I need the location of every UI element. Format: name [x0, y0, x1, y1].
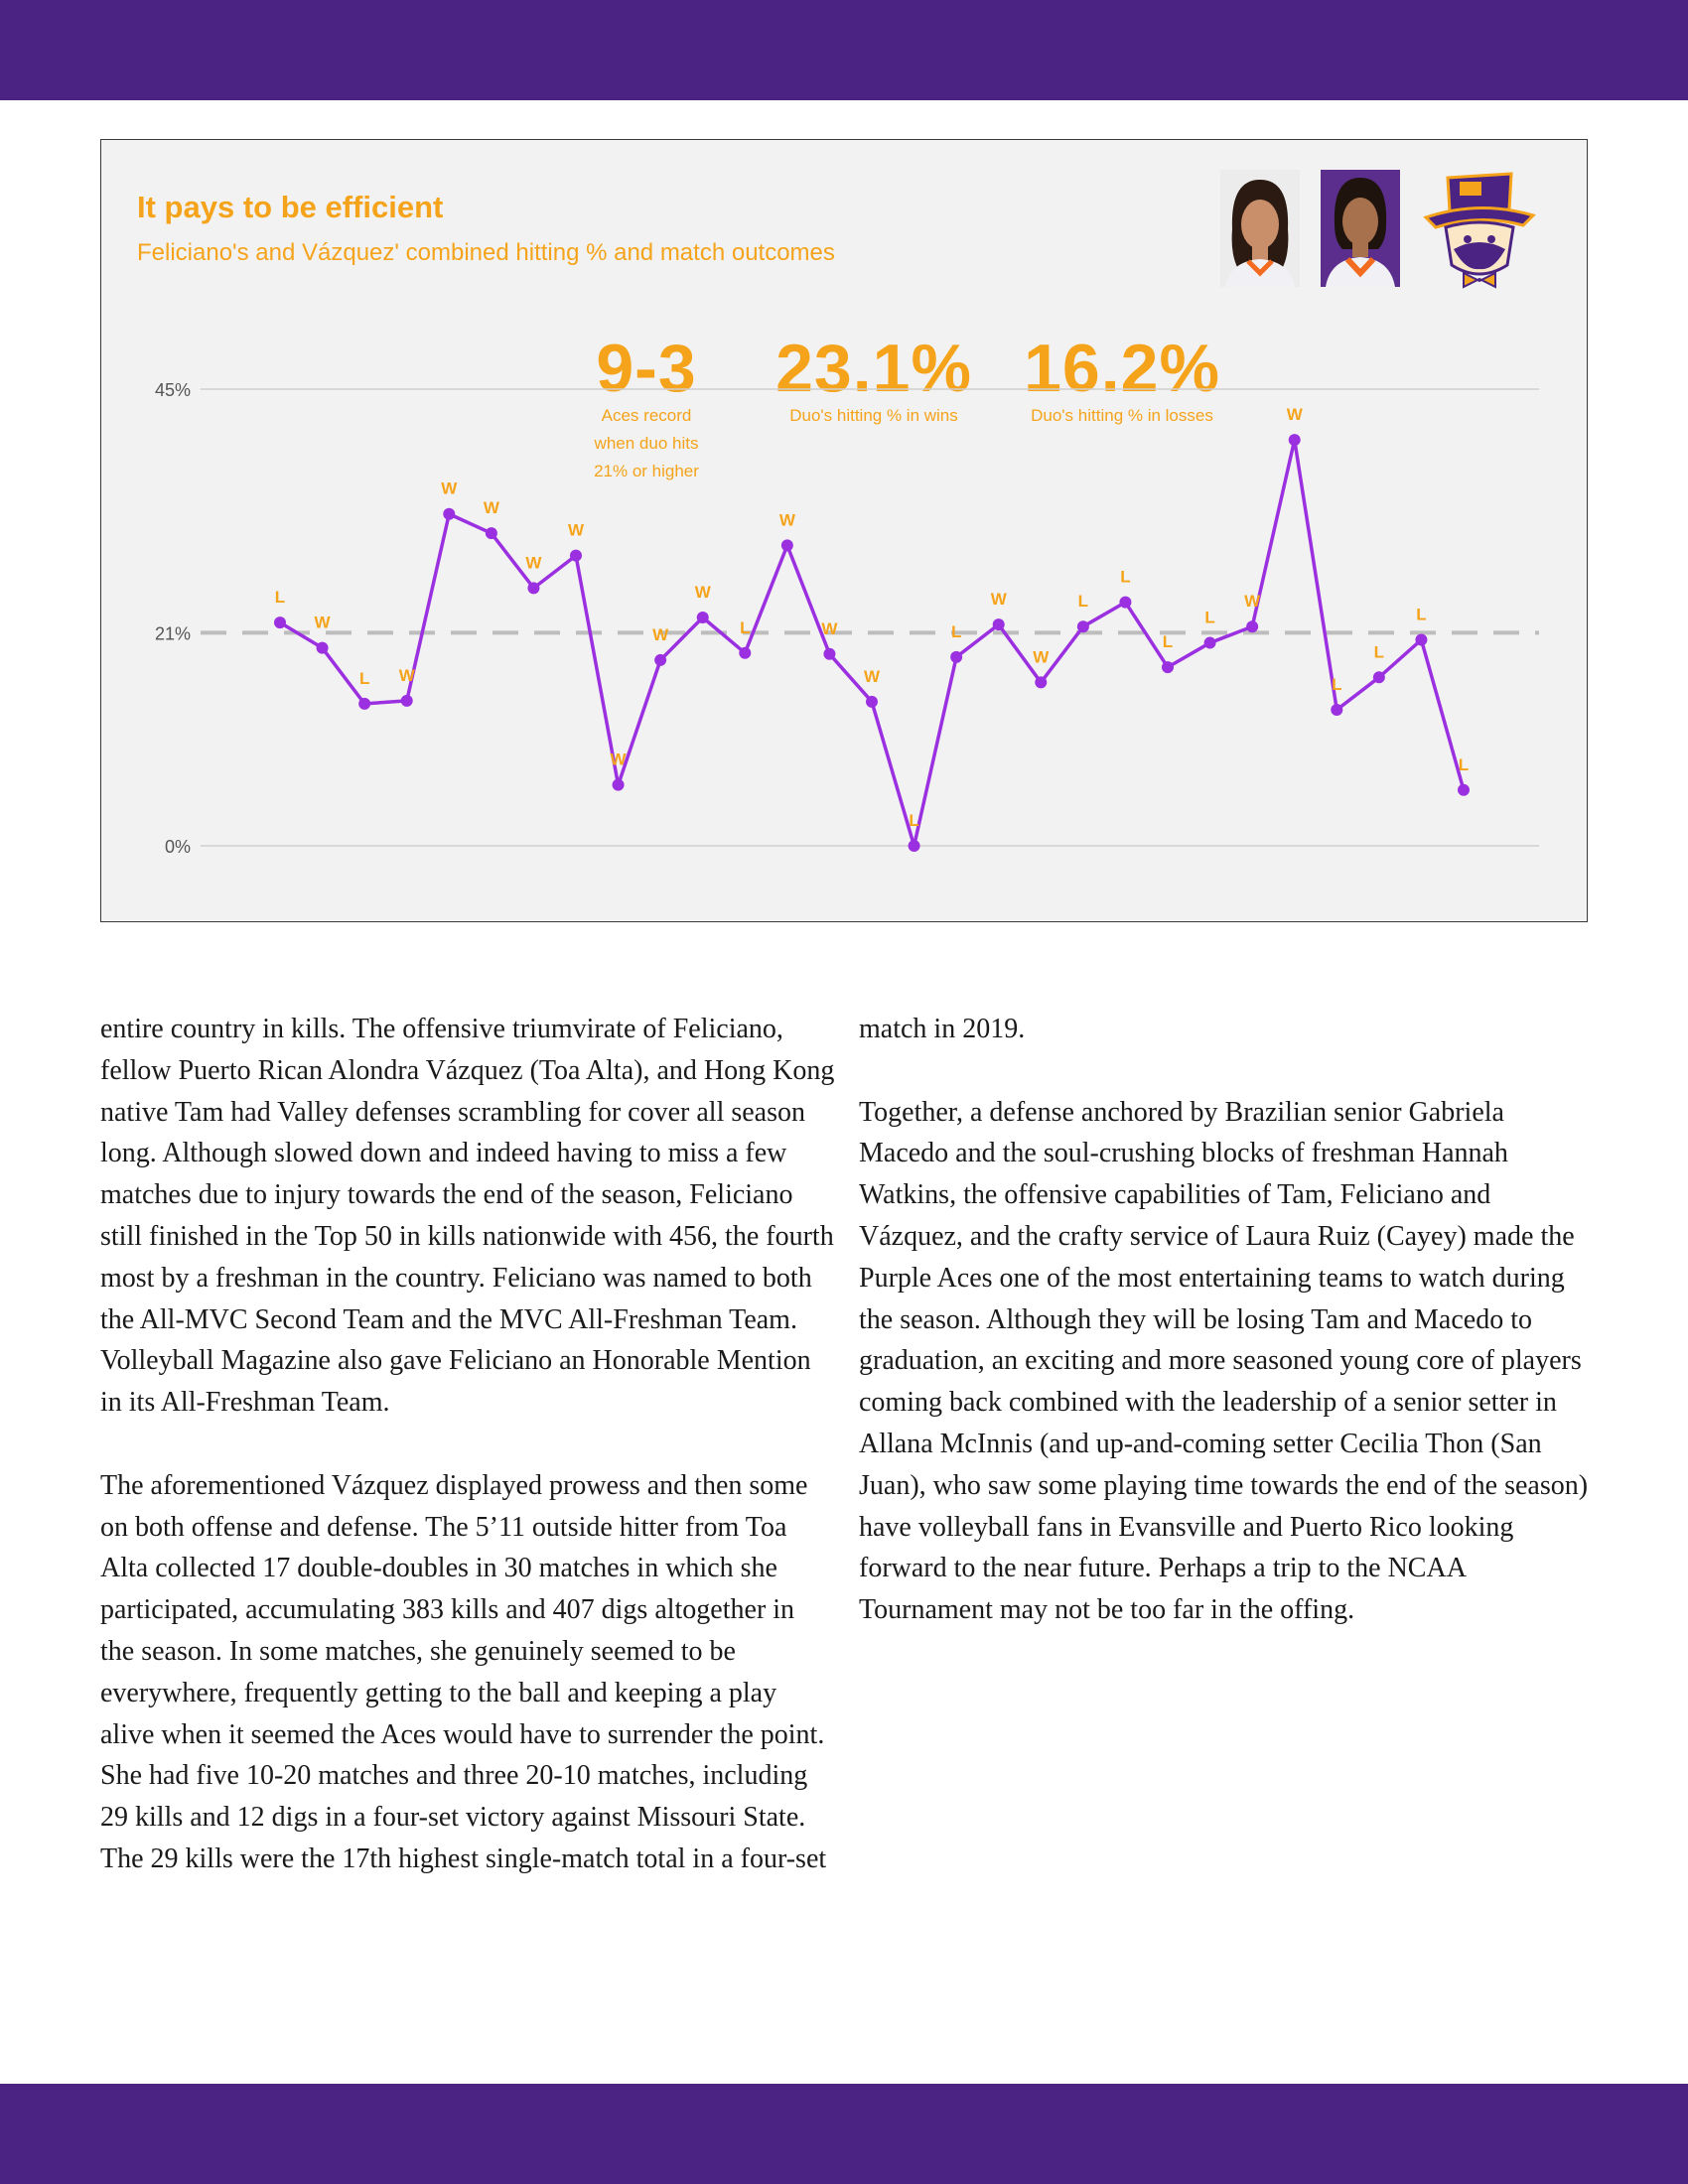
data-point — [823, 647, 836, 660]
purple-aces-logo — [1420, 166, 1539, 291]
data-point — [1035, 676, 1048, 689]
y-tick-label: 45% — [155, 380, 191, 400]
data-point — [400, 694, 413, 707]
data-point — [950, 650, 963, 663]
header-band — [0, 0, 1688, 100]
data-point — [358, 697, 371, 710]
data-point — [612, 778, 625, 791]
outcome-label: L — [951, 622, 961, 641]
article-paragraph: The aforementioned Vázquez displayed pro… — [100, 1469, 827, 1874]
article-column-left: entire country in kills. The offensive t… — [100, 1009, 835, 1922]
data-point — [696, 612, 709, 623]
stat-wins-caption: Duo's hitting % in wins — [789, 406, 958, 425]
chart-subtitle: Feliciano's and Vázquez' combined hittin… — [137, 239, 835, 266]
data-point — [1331, 704, 1343, 717]
outcome-label: L — [1163, 632, 1173, 651]
outcome-label: W — [1033, 647, 1050, 666]
stat-losses-caption: Duo's hitting % in losses — [1031, 406, 1213, 425]
outcome-label: W — [779, 510, 796, 529]
footer-band — [0, 2084, 1688, 2184]
data-point — [1076, 620, 1089, 633]
stat-losses-value: 16.2% — [1024, 331, 1220, 406]
outcome-label: W — [652, 625, 669, 644]
outcome-label: W — [1287, 405, 1304, 424]
stat-losses: 16.2% Duo's hitting % in losses — [1003, 335, 1241, 430]
data-point — [780, 539, 793, 552]
data-point — [570, 549, 582, 562]
outcome-label: L — [909, 811, 918, 830]
chart-title: It pays to be efficient — [137, 190, 444, 224]
article-paragraph: Together, a defense anchored by Brazilia… — [859, 1096, 1589, 1626]
data-point — [1458, 783, 1470, 796]
outcome-label: W — [568, 521, 585, 540]
y-tick-label: 21% — [155, 623, 191, 643]
outcome-label: W — [864, 667, 881, 686]
stat-record: 9-3 Aces record when duo hits 21% or hig… — [562, 335, 731, 485]
data-point — [1119, 596, 1132, 609]
article-paragraph: entire country in kills. The offensive t… — [100, 1014, 835, 1419]
outcome-label: W — [1244, 592, 1261, 611]
outcome-label: L — [1120, 568, 1130, 587]
stat-wins: 23.1% Duo's hitting % in wins — [765, 335, 983, 430]
data-point — [1288, 434, 1301, 447]
outcome-label: W — [399, 666, 416, 685]
data-point — [485, 527, 497, 540]
stat-record-caption-2: when duo hits — [594, 434, 699, 453]
article-paragraph: match in 2019. — [859, 1014, 1026, 1044]
data-point — [866, 695, 878, 708]
series-line — [279, 438, 1466, 848]
outcome-label: W — [315, 614, 332, 632]
data-point — [316, 641, 329, 654]
outcome-label: L — [1374, 642, 1384, 661]
player-photo-feliciano — [1220, 170, 1300, 287]
outcome-label: W — [611, 751, 628, 769]
data-point — [1415, 633, 1428, 646]
stat-record-caption-1: Aces record — [601, 406, 692, 425]
data-point — [274, 616, 286, 629]
outcome-label: L — [1459, 755, 1469, 774]
outcome-label: L — [275, 588, 285, 607]
outcome-label: W — [821, 619, 838, 638]
stat-wins-value: 23.1% — [775, 331, 972, 406]
outcome-label: W — [695, 583, 712, 602]
outcome-label: W — [991, 590, 1008, 609]
chart-panel: It pays to be efficient Feliciano's and … — [100, 139, 1588, 922]
data-point — [1162, 661, 1174, 674]
outcome-label: L — [359, 669, 369, 688]
outcome-label: L — [1204, 609, 1214, 627]
y-tick-label: 0% — [165, 837, 191, 857]
hitting-line-chart: 45% 21% 0% L W L W W W W W W W W L W W W L L W W L L L L W W L L L L — [155, 380, 1539, 857]
data-point — [527, 582, 540, 595]
data-point — [443, 507, 456, 520]
stat-record-caption-3: 21% or higher — [594, 462, 699, 480]
outcome-label: L — [1416, 605, 1426, 623]
outcome-label: L — [1078, 592, 1088, 611]
outcome-label: W — [525, 553, 542, 572]
player-photo-vazquez — [1321, 170, 1400, 287]
data-point — [992, 618, 1005, 631]
data-point — [1372, 671, 1385, 684]
data-point — [739, 646, 752, 659]
outcome-label: L — [740, 618, 750, 637]
outcome-label: L — [1332, 675, 1341, 694]
article-column-right: match in 2019. Together, a defense ancho… — [859, 1009, 1599, 1673]
stat-record-value: 9-3 — [596, 331, 697, 406]
data-point — [1246, 620, 1259, 633]
data-point — [908, 840, 920, 852]
data-point — [654, 653, 667, 666]
data-point — [1203, 636, 1216, 649]
outcome-label: W — [484, 498, 500, 517]
outcome-label: W — [441, 479, 458, 498]
